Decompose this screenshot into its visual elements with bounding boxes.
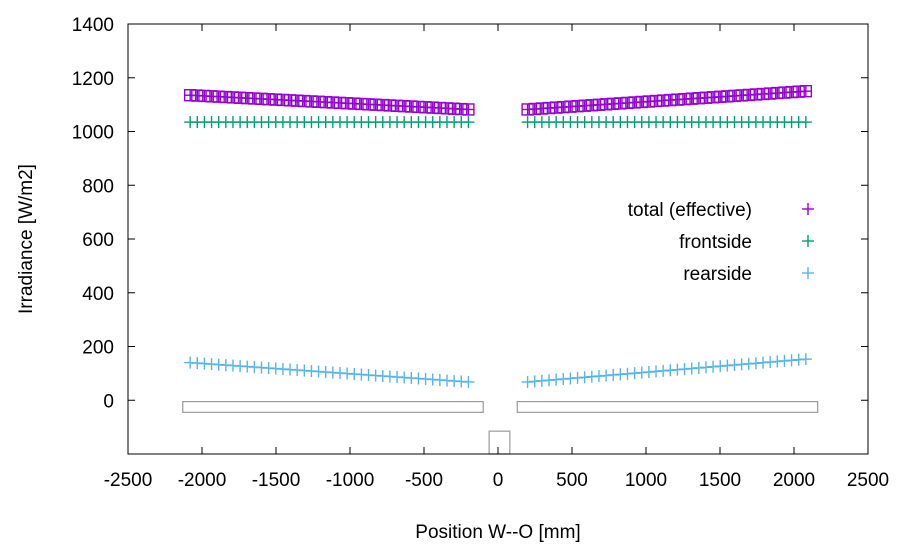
x-tick-label: -1000 <box>326 470 375 491</box>
x-tick-label: -500 <box>405 470 443 491</box>
y-tick-label: 1000 <box>72 123 114 144</box>
x-tick-label: 1000 <box>625 470 667 491</box>
x-tick-label: 2500 <box>847 470 889 491</box>
y-tick-label: 400 <box>82 284 114 305</box>
x-tick-label: -1500 <box>252 470 301 491</box>
legend: total (effective) frontside rearside <box>628 200 814 285</box>
x-tick-label: -2000 <box>178 470 227 491</box>
y-tick-label: 1200 <box>72 69 114 90</box>
series-rearside <box>184 353 812 388</box>
legend-label: total (effective) <box>628 200 752 221</box>
x-tick-label: 0 <box>493 470 504 491</box>
series-frontside <box>184 116 812 129</box>
x-tick-label: 500 <box>556 470 588 491</box>
y-tick-label: 800 <box>82 176 114 197</box>
data-point <box>799 353 812 366</box>
center-gap-outline <box>488 430 511 455</box>
annotations <box>182 400 819 455</box>
left-module-outline <box>182 400 484 413</box>
data-point <box>462 116 475 129</box>
data-point <box>462 103 475 116</box>
x-tick-label: 2000 <box>773 470 815 491</box>
data-point <box>799 116 812 129</box>
y-tick-label: 1400 <box>72 15 114 36</box>
legend-marker <box>802 235 814 247</box>
legend-label: rearside <box>683 264 752 285</box>
marker-box <box>462 103 475 116</box>
x-axis-label: Position W--O [mm] <box>415 522 580 543</box>
y-tick-label: 200 <box>82 338 114 359</box>
data-series <box>183 84 813 388</box>
y-axis-label: Irradiance [W/m2] <box>16 164 37 314</box>
right-module-outline <box>516 400 819 413</box>
legend-marker <box>802 203 814 215</box>
y-tick-label: 0 <box>103 391 114 412</box>
legend-marker <box>802 267 814 279</box>
legend-label: frontside <box>679 232 752 253</box>
axis-ticks: -2500 -2000 -1500 -1000 -500 0 500 1000 1500 2000… <box>72 15 889 491</box>
x-tick-label: -2500 <box>104 470 153 491</box>
marker-box <box>799 84 813 98</box>
x-tick-label: 1500 <box>699 470 741 491</box>
y-tick-label: 600 <box>82 230 114 251</box>
series-total-effective- <box>183 84 813 116</box>
data-point <box>462 375 475 388</box>
data-point <box>799 84 813 98</box>
